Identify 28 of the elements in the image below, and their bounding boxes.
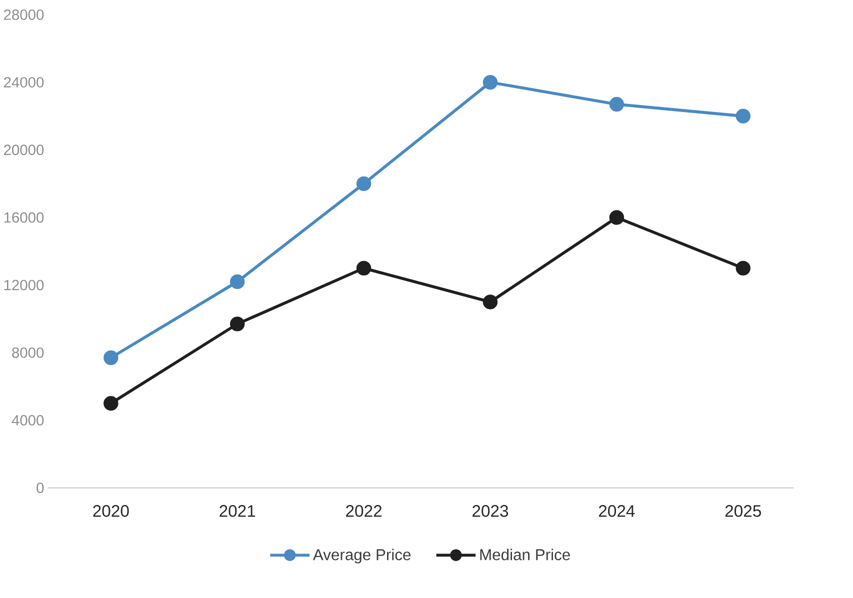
point: [736, 260, 750, 276]
x-tick-label: 2021: [220, 505, 256, 517]
x-tick-label: 2023: [472, 505, 508, 517]
point: [609, 210, 624, 225]
x-tick-label: 2024: [598, 505, 635, 517]
y-tick-label: 0: [36, 482, 44, 494]
y-tick-label: 24000: [4, 77, 44, 88]
point: [736, 108, 750, 124]
x-tick-label: 2022: [346, 505, 382, 517]
legend-label: Median Price: [480, 548, 570, 560]
point: [482, 294, 498, 310]
point: [104, 350, 118, 366]
y-tick-label: 4000: [12, 415, 44, 426]
point: [609, 97, 624, 112]
y-tick-label: 8000: [12, 348, 44, 358]
legend-label: Average Price: [312, 548, 411, 564]
y-tick-label: 12000: [4, 280, 44, 290]
x-tick-label: 2025: [725, 505, 761, 517]
y-tick-label: 20000: [4, 144, 44, 156]
x-tick-label: 2020: [93, 505, 129, 517]
point: [230, 274, 245, 290]
point: [356, 260, 372, 276]
point: [482, 75, 498, 90]
y-tick-label: 16000: [4, 212, 44, 223]
point: [104, 396, 118, 411]
point: [230, 316, 245, 332]
y-tick-label: 28000: [4, 10, 44, 20]
point: [356, 176, 372, 192]
